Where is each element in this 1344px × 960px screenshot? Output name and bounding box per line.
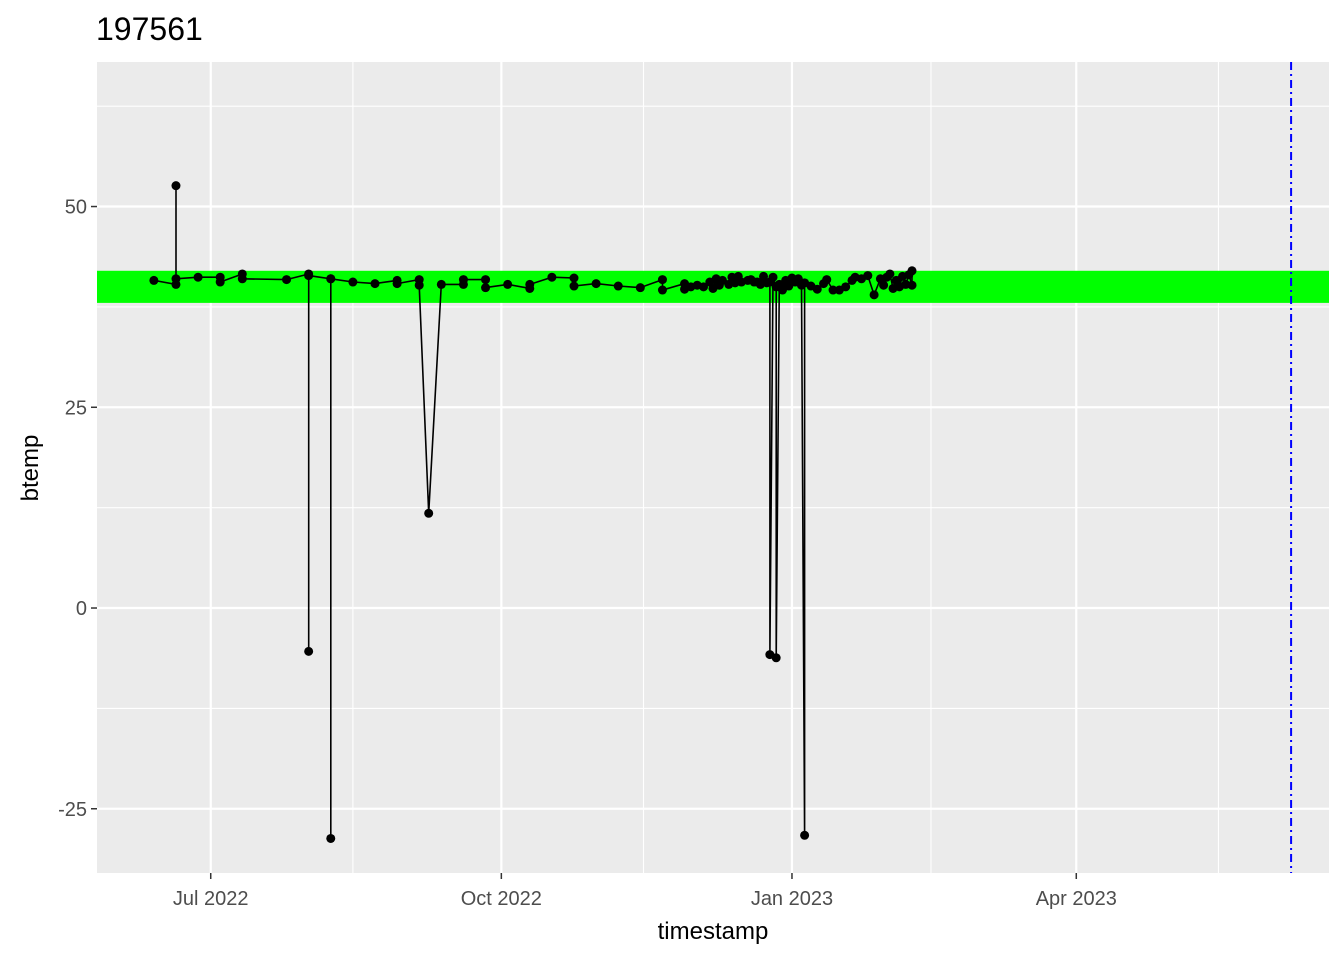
data-point	[569, 273, 579, 283]
data-point	[326, 833, 336, 843]
x-axis-title: timestamp	[658, 918, 769, 945]
data-point	[768, 272, 778, 282]
data-point	[525, 279, 535, 289]
data-point	[481, 283, 491, 293]
data-point	[392, 279, 402, 289]
y-axis-title: btemp	[17, 435, 44, 502]
y-tick-label: 50	[65, 197, 87, 219]
data-point	[149, 275, 159, 285]
data-point	[613, 281, 623, 291]
data-point	[326, 274, 336, 284]
chart-title: 197561	[96, 11, 203, 47]
data-point	[812, 284, 822, 294]
data-point	[481, 275, 491, 285]
x-tick-label: Apr 2023	[1036, 888, 1117, 910]
data-point	[800, 830, 810, 840]
major-gridlines	[97, 62, 1329, 873]
data-point	[503, 279, 513, 289]
data-point	[547, 272, 557, 282]
data-point	[424, 508, 434, 518]
data-point	[907, 280, 917, 290]
data-point	[171, 274, 181, 284]
y-tick-label: 25	[65, 397, 87, 419]
data-point	[822, 275, 832, 285]
data-point	[657, 275, 667, 285]
data-point	[569, 281, 579, 291]
x-axis-ticks: Jul 2022 Oct 2022 Jan 2023 Apr 2023	[173, 873, 1117, 910]
data-point	[828, 285, 838, 295]
data-point	[879, 280, 889, 290]
data-point	[863, 271, 873, 281]
x-tick-label: Jan 2023	[751, 888, 833, 910]
data-points	[149, 181, 917, 843]
data-point	[304, 271, 314, 281]
y-tick-label: 0	[76, 598, 87, 620]
data-point	[699, 282, 709, 292]
data-point	[436, 279, 446, 289]
plot-panel	[97, 62, 1329, 873]
data-point	[907, 266, 917, 276]
data-point	[171, 181, 181, 191]
data-point	[635, 283, 645, 293]
data-point	[414, 280, 424, 290]
data-point	[282, 275, 292, 285]
y-axis-ticks: -25 0 25 50	[58, 197, 97, 821]
data-point	[885, 269, 895, 279]
y-tick-label: -25	[58, 799, 87, 821]
data-point	[215, 277, 225, 287]
data-point	[591, 279, 601, 289]
x-tick-label: Oct 2022	[461, 888, 542, 910]
x-tick-label: Jul 2022	[173, 888, 249, 910]
data-point	[458, 275, 468, 285]
data-point	[348, 277, 358, 287]
data-point	[841, 282, 851, 292]
data-point	[304, 646, 314, 656]
data-point	[237, 274, 247, 284]
minor-gridlines	[97, 62, 1329, 873]
data-point	[771, 653, 781, 663]
data-point	[657, 285, 667, 295]
data-point	[869, 290, 879, 300]
data-point	[193, 272, 203, 282]
data-point	[370, 279, 380, 289]
